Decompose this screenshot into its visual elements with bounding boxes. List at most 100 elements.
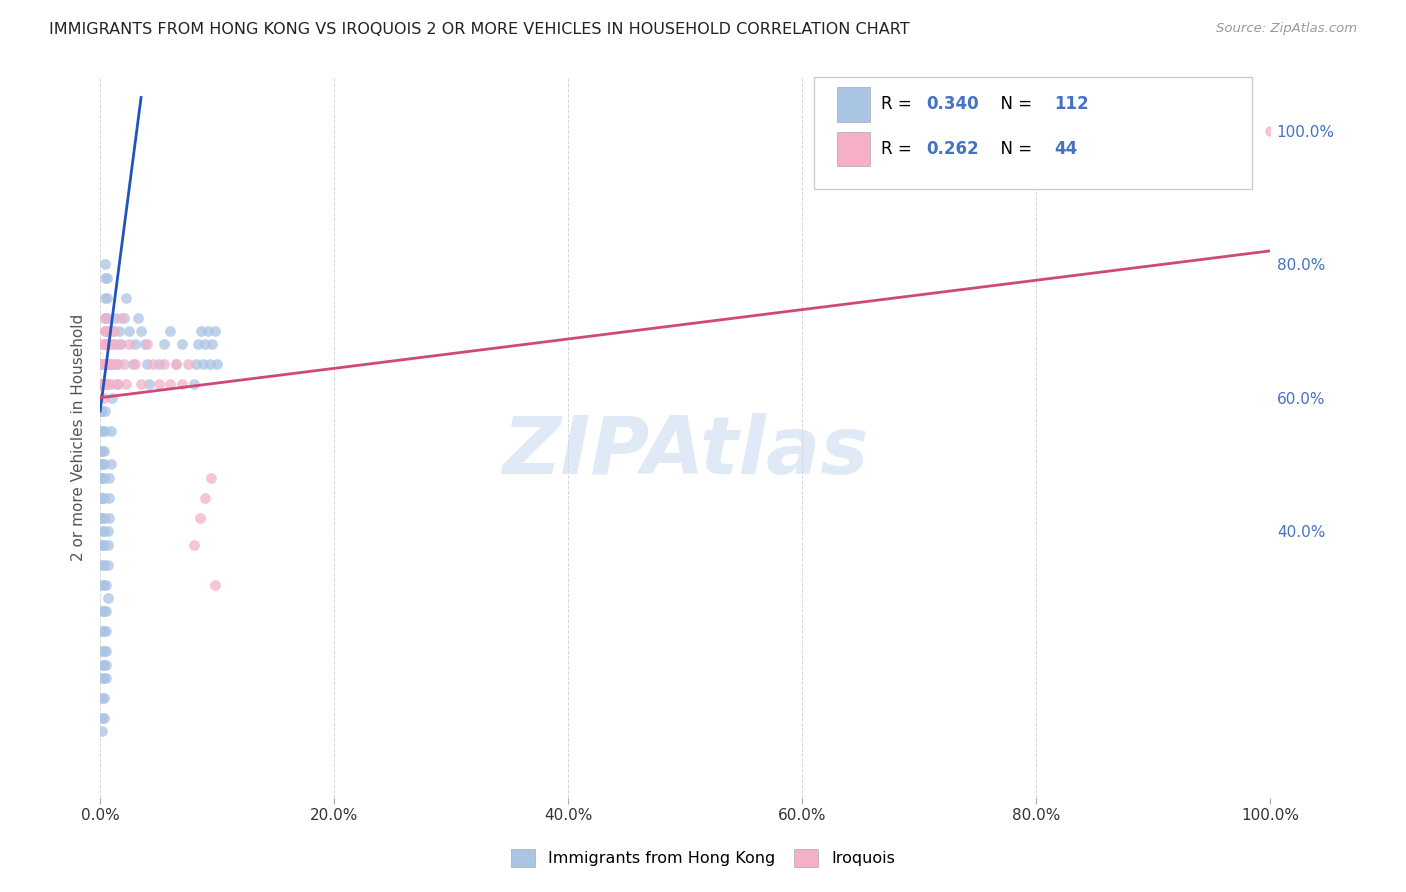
Point <box>94 357 117 371</box>
Point <box>107 357 129 371</box>
Point <box>115 291 138 305</box>
Point <box>124 357 146 371</box>
Point <box>94 324 117 338</box>
Point <box>94 644 117 658</box>
Point <box>90 458 112 472</box>
Point <box>190 324 212 338</box>
Point <box>104 310 127 325</box>
Point <box>93 657 115 672</box>
Point <box>93 711 115 725</box>
Point <box>97 537 120 551</box>
Point <box>94 337 117 351</box>
Point <box>98 511 121 525</box>
Point <box>91 491 114 505</box>
Point <box>93 391 115 405</box>
Point <box>91 671 114 685</box>
Text: R =: R = <box>882 140 918 158</box>
Point <box>93 690 115 705</box>
Point <box>110 310 132 325</box>
Point <box>170 377 193 392</box>
Point <box>148 377 170 392</box>
Point <box>93 644 115 658</box>
Point <box>153 337 176 351</box>
Point <box>94 604 117 618</box>
Point <box>188 511 211 525</box>
Point <box>194 337 217 351</box>
Point <box>129 324 152 338</box>
Point <box>107 377 129 392</box>
Point <box>90 511 112 525</box>
Point <box>94 577 117 591</box>
Point <box>96 310 118 325</box>
Point <box>93 604 115 618</box>
Text: R =: R = <box>882 95 918 113</box>
Point <box>94 337 117 351</box>
Point <box>200 471 222 485</box>
Point <box>91 458 114 472</box>
Point <box>96 337 118 351</box>
Point <box>94 657 117 672</box>
Point <box>197 324 219 338</box>
Point <box>97 591 120 605</box>
Point <box>94 270 117 285</box>
Point <box>118 324 141 338</box>
Point <box>97 377 120 392</box>
Point <box>177 357 200 371</box>
Point <box>94 404 117 418</box>
Point <box>90 377 112 392</box>
Point <box>205 357 228 371</box>
Text: N =: N = <box>990 140 1038 158</box>
Point <box>91 444 114 458</box>
Point <box>94 377 117 392</box>
Point <box>91 537 114 551</box>
Point <box>94 424 117 438</box>
Text: N =: N = <box>990 95 1038 113</box>
Point <box>94 671 117 685</box>
Point <box>91 690 114 705</box>
Text: 44: 44 <box>1054 140 1078 158</box>
Point <box>94 624 117 639</box>
Point <box>91 471 114 485</box>
Point <box>97 357 120 371</box>
Point <box>198 357 221 371</box>
Point <box>91 711 114 725</box>
Point <box>135 357 157 371</box>
Point <box>191 357 214 371</box>
Point <box>127 310 149 325</box>
Point <box>148 357 170 371</box>
Point <box>103 324 125 338</box>
Point <box>93 471 115 485</box>
Point <box>91 511 114 525</box>
Point <box>159 377 181 392</box>
Point <box>91 337 114 351</box>
Point <box>115 377 138 392</box>
Point <box>104 357 127 371</box>
Point <box>170 337 193 351</box>
Point <box>98 471 121 485</box>
Point <box>142 357 165 371</box>
Point <box>124 337 146 351</box>
Point <box>96 337 118 351</box>
Point <box>96 324 118 338</box>
Text: 112: 112 <box>1054 95 1090 113</box>
Point <box>93 558 115 572</box>
Point <box>97 524 120 538</box>
Point <box>93 458 115 472</box>
Text: 0.262: 0.262 <box>927 140 979 158</box>
Point <box>100 377 122 392</box>
Point <box>93 577 115 591</box>
FancyBboxPatch shape <box>814 78 1253 189</box>
Point <box>93 357 115 371</box>
Point <box>1258 124 1281 138</box>
Point <box>165 357 187 371</box>
Point <box>96 291 118 305</box>
Point <box>97 558 120 572</box>
Point <box>93 444 115 458</box>
Point <box>112 357 135 371</box>
Point <box>93 537 115 551</box>
Point <box>93 491 115 505</box>
Point <box>91 558 114 572</box>
Point <box>90 357 112 371</box>
Point <box>93 511 115 525</box>
Point <box>93 524 115 538</box>
